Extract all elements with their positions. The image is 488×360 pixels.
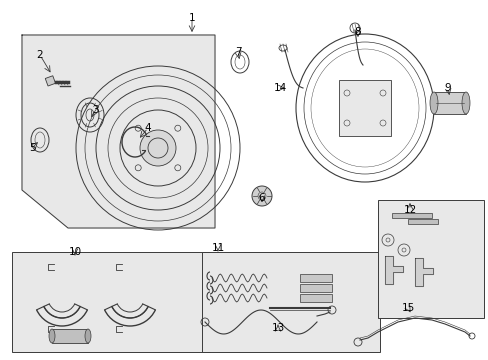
Ellipse shape [85,329,91,343]
Bar [377,200,483,318]
Bar [338,80,390,136]
Text: 13: 13 [271,323,284,333]
Text: 10: 10 [68,247,81,257]
Bar [12,252,209,352]
Polygon shape [22,35,215,228]
Text: 15: 15 [401,303,414,313]
Bar [299,294,331,302]
Text: 4: 4 [144,123,151,133]
Ellipse shape [429,92,437,114]
Ellipse shape [461,92,469,114]
Text: 1: 1 [188,13,195,23]
Bar [391,213,431,218]
Text: 11: 11 [211,243,224,253]
Bar [407,219,437,224]
Polygon shape [414,258,432,286]
Text: 12: 12 [403,205,416,215]
Circle shape [140,130,176,166]
Text: 7: 7 [234,47,241,57]
Bar [45,76,56,86]
Bar [202,252,379,352]
Bar [433,92,465,114]
Text: 3: 3 [92,105,98,115]
Text: 6: 6 [258,193,265,203]
Text: 5: 5 [29,143,35,153]
Polygon shape [384,256,402,284]
Bar [299,274,331,282]
Text: 2: 2 [37,50,43,60]
Circle shape [251,186,271,206]
Bar [52,329,88,343]
Ellipse shape [49,329,55,343]
Bar [299,284,331,292]
Text: 14: 14 [273,83,286,93]
Text: 9: 9 [444,83,450,93]
Text: 8: 8 [354,27,361,37]
